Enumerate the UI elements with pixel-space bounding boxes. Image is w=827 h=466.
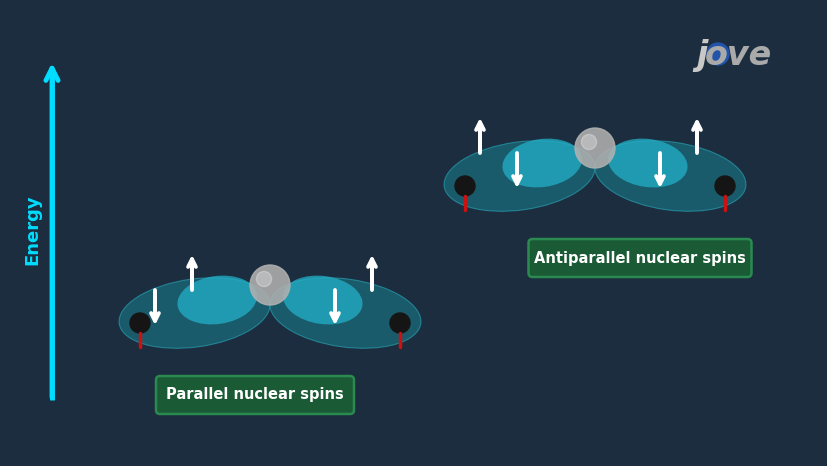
Ellipse shape — [607, 138, 686, 187]
Ellipse shape — [502, 138, 581, 187]
Ellipse shape — [594, 141, 745, 211]
FancyBboxPatch shape — [155, 376, 354, 414]
Text: Antiparallel nuclear spins: Antiparallel nuclear spins — [533, 251, 745, 266]
Circle shape — [715, 176, 734, 196]
Circle shape — [250, 265, 289, 305]
Ellipse shape — [270, 278, 420, 348]
Text: j: j — [696, 39, 707, 71]
Circle shape — [256, 271, 271, 287]
FancyBboxPatch shape — [528, 239, 751, 277]
Text: Parallel nuclear spins: Parallel nuclear spins — [166, 388, 343, 403]
Circle shape — [706, 43, 728, 65]
Circle shape — [455, 176, 475, 196]
Ellipse shape — [119, 278, 270, 348]
Circle shape — [581, 134, 596, 150]
Circle shape — [130, 313, 150, 333]
Circle shape — [574, 128, 614, 168]
Ellipse shape — [443, 141, 595, 211]
Text: ove: ove — [704, 39, 771, 71]
Text: Energy: Energy — [23, 195, 41, 265]
Ellipse shape — [283, 275, 362, 324]
Circle shape — [390, 313, 409, 333]
Ellipse shape — [177, 275, 256, 324]
